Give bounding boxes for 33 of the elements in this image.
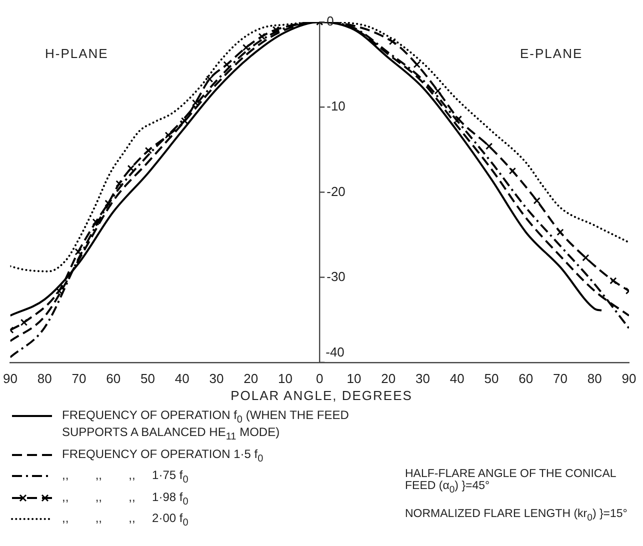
y-tick-label: -10 — [326, 98, 346, 114]
x-tick-label: 30 — [209, 370, 224, 386]
text: FREQUENCY OF OPERATION f$_{0}$ (WHEN THE FEED SUPPORTS A BALANCED HE$_{11}$ MODE) — [62, 408, 349, 443]
x-tick-label: 60 — [106, 370, 121, 386]
x-tick-label: 0 — [316, 370, 324, 386]
x-tick-label: 80 — [37, 370, 52, 386]
annotation: E-PLANE — [520, 46, 583, 61]
text: HALF-FLARE ANGLE OF THE CONICAL FEED (α$_{0}$) }=45° — [405, 468, 617, 496]
legend-label: ,, ,, ,, 1·75 f$_{0}$ — [62, 468, 188, 486]
x-tick-label: 70 — [553, 370, 568, 386]
x-tick-label: 50 — [140, 370, 155, 386]
x-tick-label: 80 — [587, 370, 602, 386]
annotation: H-PLANE — [45, 46, 108, 61]
x-tick-label: 20 — [381, 370, 396, 386]
x-tick-label: 90 — [2, 370, 18, 386]
x-tick-label: 50 — [484, 370, 499, 386]
x-tick-label: 60 — [518, 370, 534, 386]
legend-label: FREQUENCY OF OPERATION 1·5 f$_{0}$ — [62, 446, 264, 464]
y-tick-label: -20 — [326, 184, 346, 199]
x-tick-label: 40 — [450, 370, 464, 386]
y-tick-label: -30 — [326, 268, 346, 284]
x-tick-label: 10 — [278, 370, 292, 386]
y-tick-label: -40 — [326, 344, 344, 360]
legend-label: ,, ,, ,, 2·00 f$_{0}$ — [62, 510, 188, 528]
x-tick-label: 20 — [244, 370, 258, 386]
x-tick-label: 40 — [174, 370, 190, 386]
x-axis-title: POLAR ANGLE, DEGREES — [230, 388, 414, 403]
text: NORMALIZED FLARE LENGTH (kr$_{0}$) }=15° — [405, 508, 628, 524]
x-tick-label: 10 — [346, 370, 362, 386]
x-tick-label: 90 — [622, 370, 636, 386]
x-tick-label: 30 — [416, 370, 430, 386]
legend-label: ,, ,, ,, 1·98 f$_{0}$ — [62, 490, 188, 507]
x-tick-label: 70 — [72, 370, 86, 386]
